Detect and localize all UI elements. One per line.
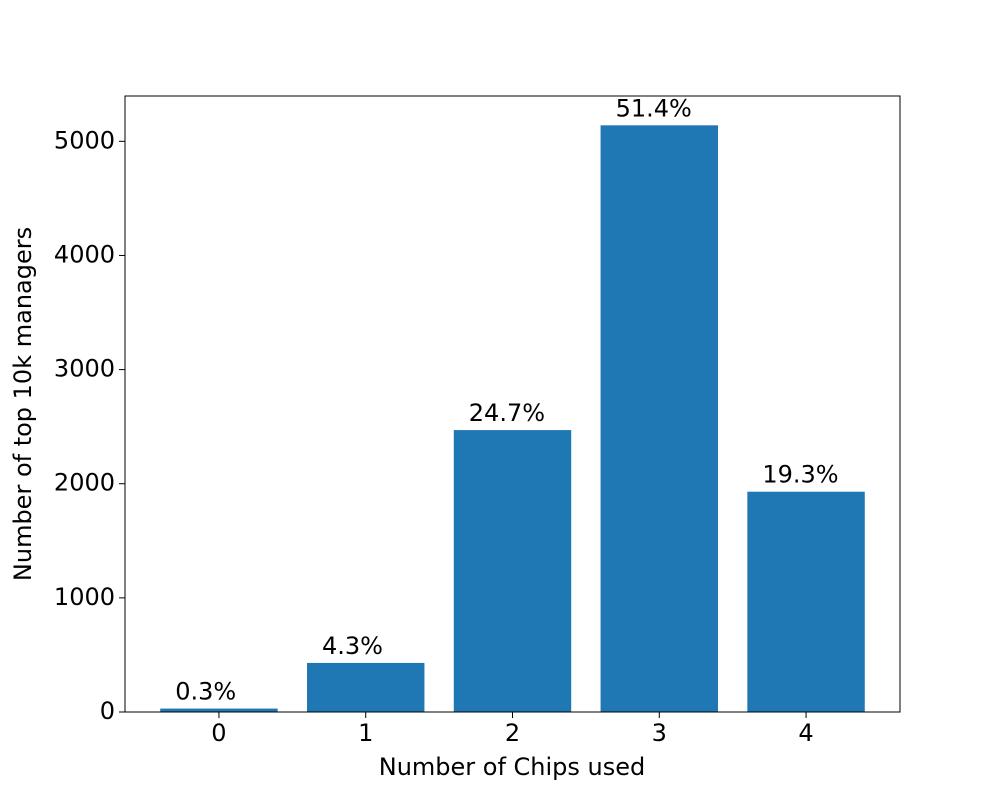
- bar: [160, 708, 278, 712]
- y-tick-label: 4000: [54, 240, 115, 268]
- x-tick-label: 1: [358, 719, 373, 747]
- x-tick-label: 3: [652, 719, 667, 747]
- data-label: 24.7%: [469, 399, 545, 427]
- data-label: 0.3%: [175, 678, 236, 706]
- x-axis-label: Number of Chips used: [379, 753, 646, 781]
- bar: [453, 430, 572, 712]
- x-tick-label: 4: [798, 719, 813, 747]
- plot-frame: [124, 95, 901, 713]
- y-tick-label: 0: [100, 697, 115, 725]
- bar: [307, 662, 425, 712]
- bar: [600, 125, 718, 713]
- y-tick-label: 2000: [54, 469, 115, 497]
- x-tick-label: 0: [211, 719, 226, 747]
- y-tick-label: 3000: [54, 355, 115, 383]
- y-tick-label: 5000: [54, 126, 115, 154]
- data-label: 19.3%: [762, 461, 838, 489]
- bar: [747, 491, 865, 712]
- data-label: 51.4%: [616, 94, 692, 122]
- data-label: 4.3%: [322, 632, 383, 660]
- x-tick-label: 2: [505, 719, 520, 747]
- y-axis-label: Number of top 10k managers: [9, 227, 37, 581]
- y-tick-label: 1000: [54, 583, 115, 611]
